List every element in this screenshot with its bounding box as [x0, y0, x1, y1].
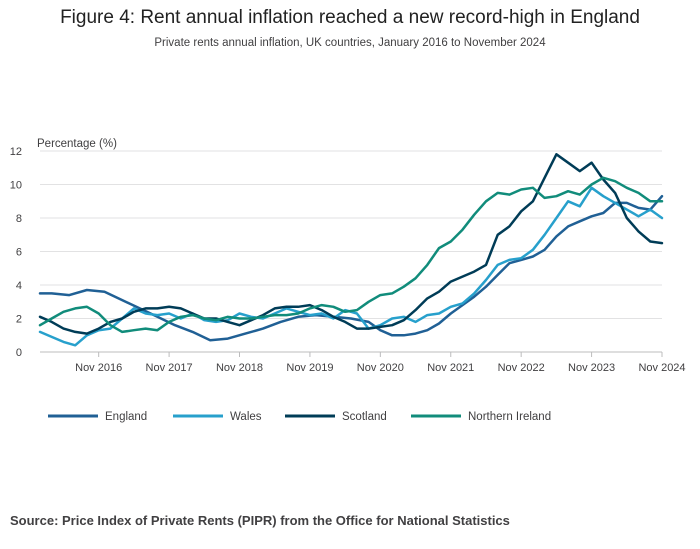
series-line-scotland: [38, 153, 664, 335]
legend-label-northern-ireland: Northern Ireland: [468, 411, 551, 423]
y-tick-label: 4: [16, 280, 22, 292]
series-line-wales: [38, 186, 664, 347]
x-axis-ticks: Nov 2016 Nov 2017 Nov 2018 Nov 2019 Nov 2020…: [75, 352, 686, 374]
y-tick-label: 8: [16, 213, 22, 225]
x-tick-label: Nov 2018: [216, 362, 263, 374]
x-tick-label: Nov 2022: [498, 362, 545, 374]
y-tick-label: 12: [10, 146, 22, 158]
legend: England Wales Scotland Northern Ireland: [48, 411, 551, 423]
legend-label-wales: Wales: [230, 411, 262, 423]
source-note: Source: Price Index of Private Rents (PI…: [10, 513, 510, 528]
y-tick-label: 10: [10, 180, 22, 192]
series-line-northern-ireland: [38, 176, 664, 334]
y-tick-label: 6: [16, 247, 22, 259]
x-tick-label: Nov 2017: [146, 362, 193, 374]
x-tick-label: Nov 2024: [638, 362, 685, 374]
chart-subtitle: Private rents annual inflation, UK count…: [154, 37, 546, 49]
y-tick-label: 2: [16, 314, 22, 326]
series-lines: [38, 153, 664, 347]
x-tick-label: Nov 2021: [427, 362, 474, 374]
x-tick-label: Nov 2016: [75, 362, 122, 374]
gridlines: [40, 150, 662, 353]
series-line-england: [38, 194, 664, 342]
x-tick-label: Nov 2019: [286, 362, 333, 374]
chart-title: Figure 4: Rent annual inflation reached …: [60, 7, 640, 28]
x-tick-label: Nov 2020: [357, 362, 404, 374]
legend-label-england: England: [105, 411, 147, 423]
y-axis-label: Percentage (%): [37, 138, 117, 150]
legend-label-scotland: Scotland: [342, 411, 387, 423]
x-tick-label: Nov 2023: [568, 362, 615, 374]
y-axis-ticks: 0 2 4 6 8 10 12: [10, 146, 22, 359]
y-tick-label: 0: [16, 347, 22, 359]
